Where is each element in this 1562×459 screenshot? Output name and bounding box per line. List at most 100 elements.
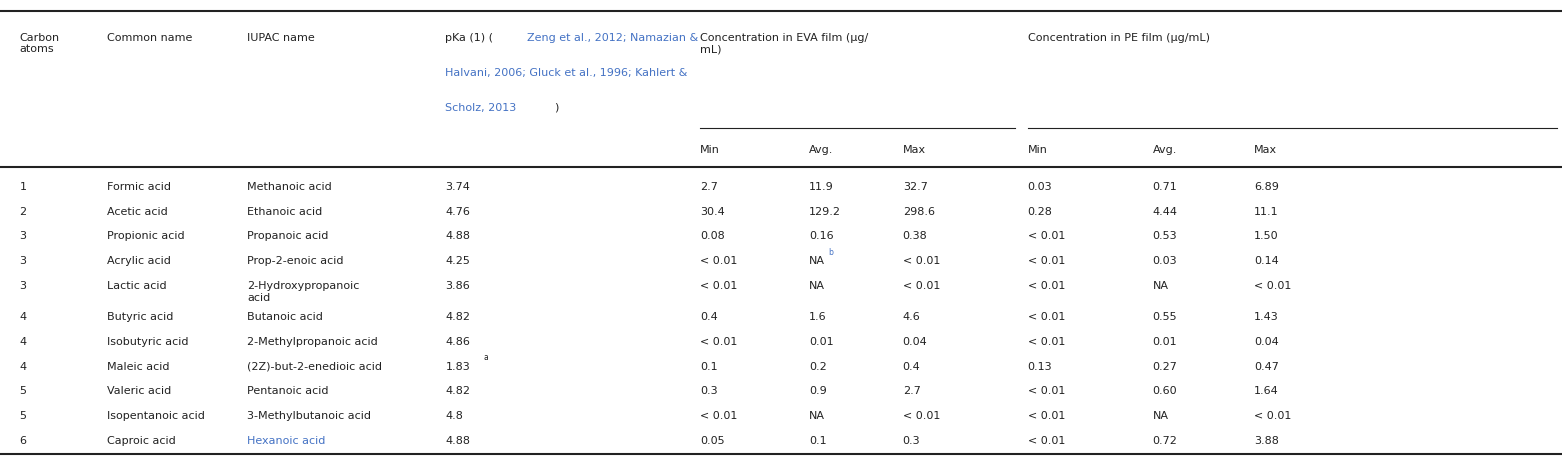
Text: 0.28: 0.28 [1028, 206, 1053, 216]
Text: 4: 4 [19, 361, 27, 371]
Text: 3.74: 3.74 [445, 181, 470, 191]
Text: Prop-2-enoic acid: Prop-2-enoic acid [247, 256, 344, 266]
Text: 2-Hydroxypropanoic
acid: 2-Hydroxypropanoic acid [247, 280, 359, 302]
Text: Propionic acid: Propionic acid [106, 231, 184, 241]
Text: NA: NA [809, 256, 825, 266]
Text: 2: 2 [19, 206, 27, 216]
Text: NA: NA [1153, 410, 1168, 420]
Text: 6.89: 6.89 [1254, 181, 1279, 191]
Text: < 0.01: < 0.01 [1028, 280, 1065, 290]
Text: 4.86: 4.86 [445, 336, 470, 346]
Text: 0.3: 0.3 [700, 386, 717, 396]
Text: 0.04: 0.04 [1254, 336, 1279, 346]
Text: 0.71: 0.71 [1153, 181, 1178, 191]
Text: 11.1: 11.1 [1254, 206, 1278, 216]
Text: 0.4: 0.4 [903, 361, 920, 371]
Text: NA: NA [809, 410, 825, 420]
Text: 0.14: 0.14 [1254, 256, 1279, 266]
Text: (2Z)-but-2-enedioic acid: (2Z)-but-2-enedioic acid [247, 361, 383, 371]
Text: Concentration in PE film (μg/mL): Concentration in PE film (μg/mL) [1028, 33, 1209, 43]
Text: < 0.01: < 0.01 [700, 336, 737, 346]
Text: < 0.01: < 0.01 [700, 410, 737, 420]
Text: ): ) [555, 102, 559, 112]
Text: Carbon
atoms: Carbon atoms [19, 33, 59, 54]
Text: 0.4: 0.4 [700, 311, 717, 321]
Text: 0.08: 0.08 [700, 231, 725, 241]
Text: Concentration in EVA film (μg/
mL): Concentration in EVA film (μg/ mL) [700, 33, 868, 54]
Text: Lactic acid: Lactic acid [106, 280, 167, 290]
Text: 1.64: 1.64 [1254, 386, 1279, 396]
Text: 0.38: 0.38 [903, 231, 928, 241]
Text: IUPAC name: IUPAC name [247, 33, 316, 43]
Text: Caproic acid: Caproic acid [106, 435, 175, 445]
Text: Scholz, 2013: Scholz, 2013 [445, 102, 517, 112]
Text: 0.72: 0.72 [1153, 435, 1178, 445]
Text: 1.50: 1.50 [1254, 231, 1278, 241]
Text: 32.7: 32.7 [903, 181, 928, 191]
Text: 298.6: 298.6 [903, 206, 934, 216]
Text: Max: Max [1254, 145, 1278, 155]
Text: 0.13: 0.13 [1028, 361, 1053, 371]
Text: 4: 4 [19, 311, 27, 321]
Text: < 0.01: < 0.01 [1254, 410, 1292, 420]
Text: < 0.01: < 0.01 [700, 256, 737, 266]
Text: < 0.01: < 0.01 [700, 280, 737, 290]
Text: < 0.01: < 0.01 [1254, 280, 1292, 290]
Text: Avg.: Avg. [1153, 145, 1176, 155]
Text: Ethanoic acid: Ethanoic acid [247, 206, 322, 216]
Text: Max: Max [903, 145, 926, 155]
Text: 3.88: 3.88 [1254, 435, 1279, 445]
Text: 4.82: 4.82 [445, 311, 470, 321]
Text: Valeric acid: Valeric acid [106, 386, 172, 396]
Text: 2.7: 2.7 [903, 386, 920, 396]
Text: 5: 5 [19, 386, 27, 396]
Text: Zeng et al., 2012; Namazian &: Zeng et al., 2012; Namazian & [526, 33, 698, 43]
Text: Propanoic acid: Propanoic acid [247, 231, 328, 241]
Text: < 0.01: < 0.01 [903, 280, 940, 290]
Text: NA: NA [1153, 280, 1168, 290]
Text: 4.88: 4.88 [445, 231, 470, 241]
Text: Butanoic acid: Butanoic acid [247, 311, 323, 321]
Text: Acetic acid: Acetic acid [106, 206, 167, 216]
Text: 129.2: 129.2 [809, 206, 840, 216]
Text: < 0.01: < 0.01 [1028, 311, 1065, 321]
Text: 0.60: 0.60 [1153, 386, 1178, 396]
Text: 0.53: 0.53 [1153, 231, 1178, 241]
Text: 0.2: 0.2 [809, 361, 826, 371]
Text: Pentanoic acid: Pentanoic acid [247, 386, 328, 396]
Text: Halvani, 2006; Gluck et al., 1996; Kahlert &: Halvani, 2006; Gluck et al., 1996; Kahle… [445, 67, 687, 78]
Text: Common name: Common name [106, 33, 192, 43]
Text: 3: 3 [19, 231, 27, 241]
Text: 0.1: 0.1 [809, 435, 826, 445]
Text: < 0.01: < 0.01 [1028, 386, 1065, 396]
Text: Formic acid: Formic acid [106, 181, 170, 191]
Text: 4.82: 4.82 [445, 386, 470, 396]
Text: Methanoic acid: Methanoic acid [247, 181, 333, 191]
Text: Avg.: Avg. [809, 145, 834, 155]
Text: Acrylic acid: Acrylic acid [106, 256, 170, 266]
Text: 0.04: 0.04 [903, 336, 928, 346]
Text: 3-Methylbutanoic acid: 3-Methylbutanoic acid [247, 410, 372, 420]
Text: Maleic acid: Maleic acid [106, 361, 169, 371]
Text: Butyric acid: Butyric acid [106, 311, 173, 321]
Text: 1.83: 1.83 [445, 361, 470, 371]
Text: Isopentanoic acid: Isopentanoic acid [106, 410, 205, 420]
Text: 0.1: 0.1 [700, 361, 717, 371]
Text: 4.25: 4.25 [445, 256, 470, 266]
Text: 4.76: 4.76 [445, 206, 470, 216]
Text: 0.01: 0.01 [809, 336, 834, 346]
Text: 1.43: 1.43 [1254, 311, 1279, 321]
Text: 0.47: 0.47 [1254, 361, 1279, 371]
Text: Min: Min [1028, 145, 1048, 155]
Text: 0.3: 0.3 [903, 435, 920, 445]
Text: < 0.01: < 0.01 [903, 410, 940, 420]
Text: 4.8: 4.8 [445, 410, 464, 420]
Text: 1.6: 1.6 [809, 311, 826, 321]
Text: 3: 3 [19, 256, 27, 266]
Text: a: a [484, 353, 489, 362]
Text: Min: Min [700, 145, 720, 155]
Text: NA: NA [809, 280, 825, 290]
Text: < 0.01: < 0.01 [1028, 410, 1065, 420]
Text: 0.27: 0.27 [1153, 361, 1178, 371]
Text: 0.55: 0.55 [1153, 311, 1178, 321]
